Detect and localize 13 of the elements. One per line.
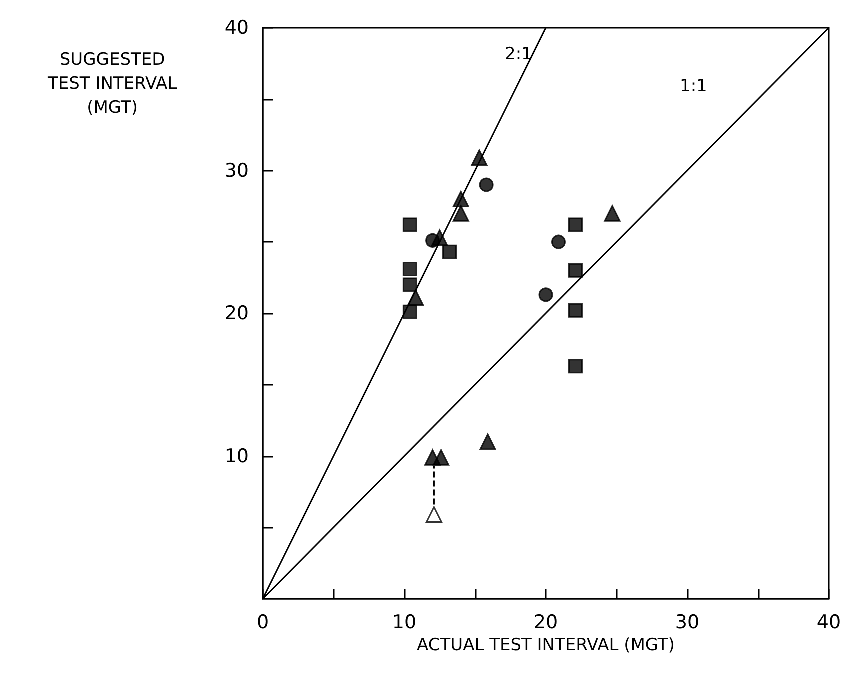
y-tick-label: 10 xyxy=(224,445,249,468)
x-axis-title: ACTUAL TEST INTERVAL (MGT) xyxy=(417,636,675,656)
y-tick-label: 20 xyxy=(224,302,249,324)
annotation: 1:1 xyxy=(680,76,708,96)
y-tick-label: 30 xyxy=(224,160,249,182)
y-tick-label: 40 xyxy=(224,17,249,39)
x-tick-label: 0 xyxy=(256,612,270,634)
x-tick-label: 30 xyxy=(675,612,700,634)
y-axis-title: SUGGESTED TEST INTERVAL (MGT) xyxy=(46,50,178,118)
annotation: 2:1 xyxy=(505,44,532,64)
x-tick-label: 40 xyxy=(816,612,842,634)
x-tick-label: 10 xyxy=(392,612,417,634)
x-tick-label: 20 xyxy=(534,612,558,634)
